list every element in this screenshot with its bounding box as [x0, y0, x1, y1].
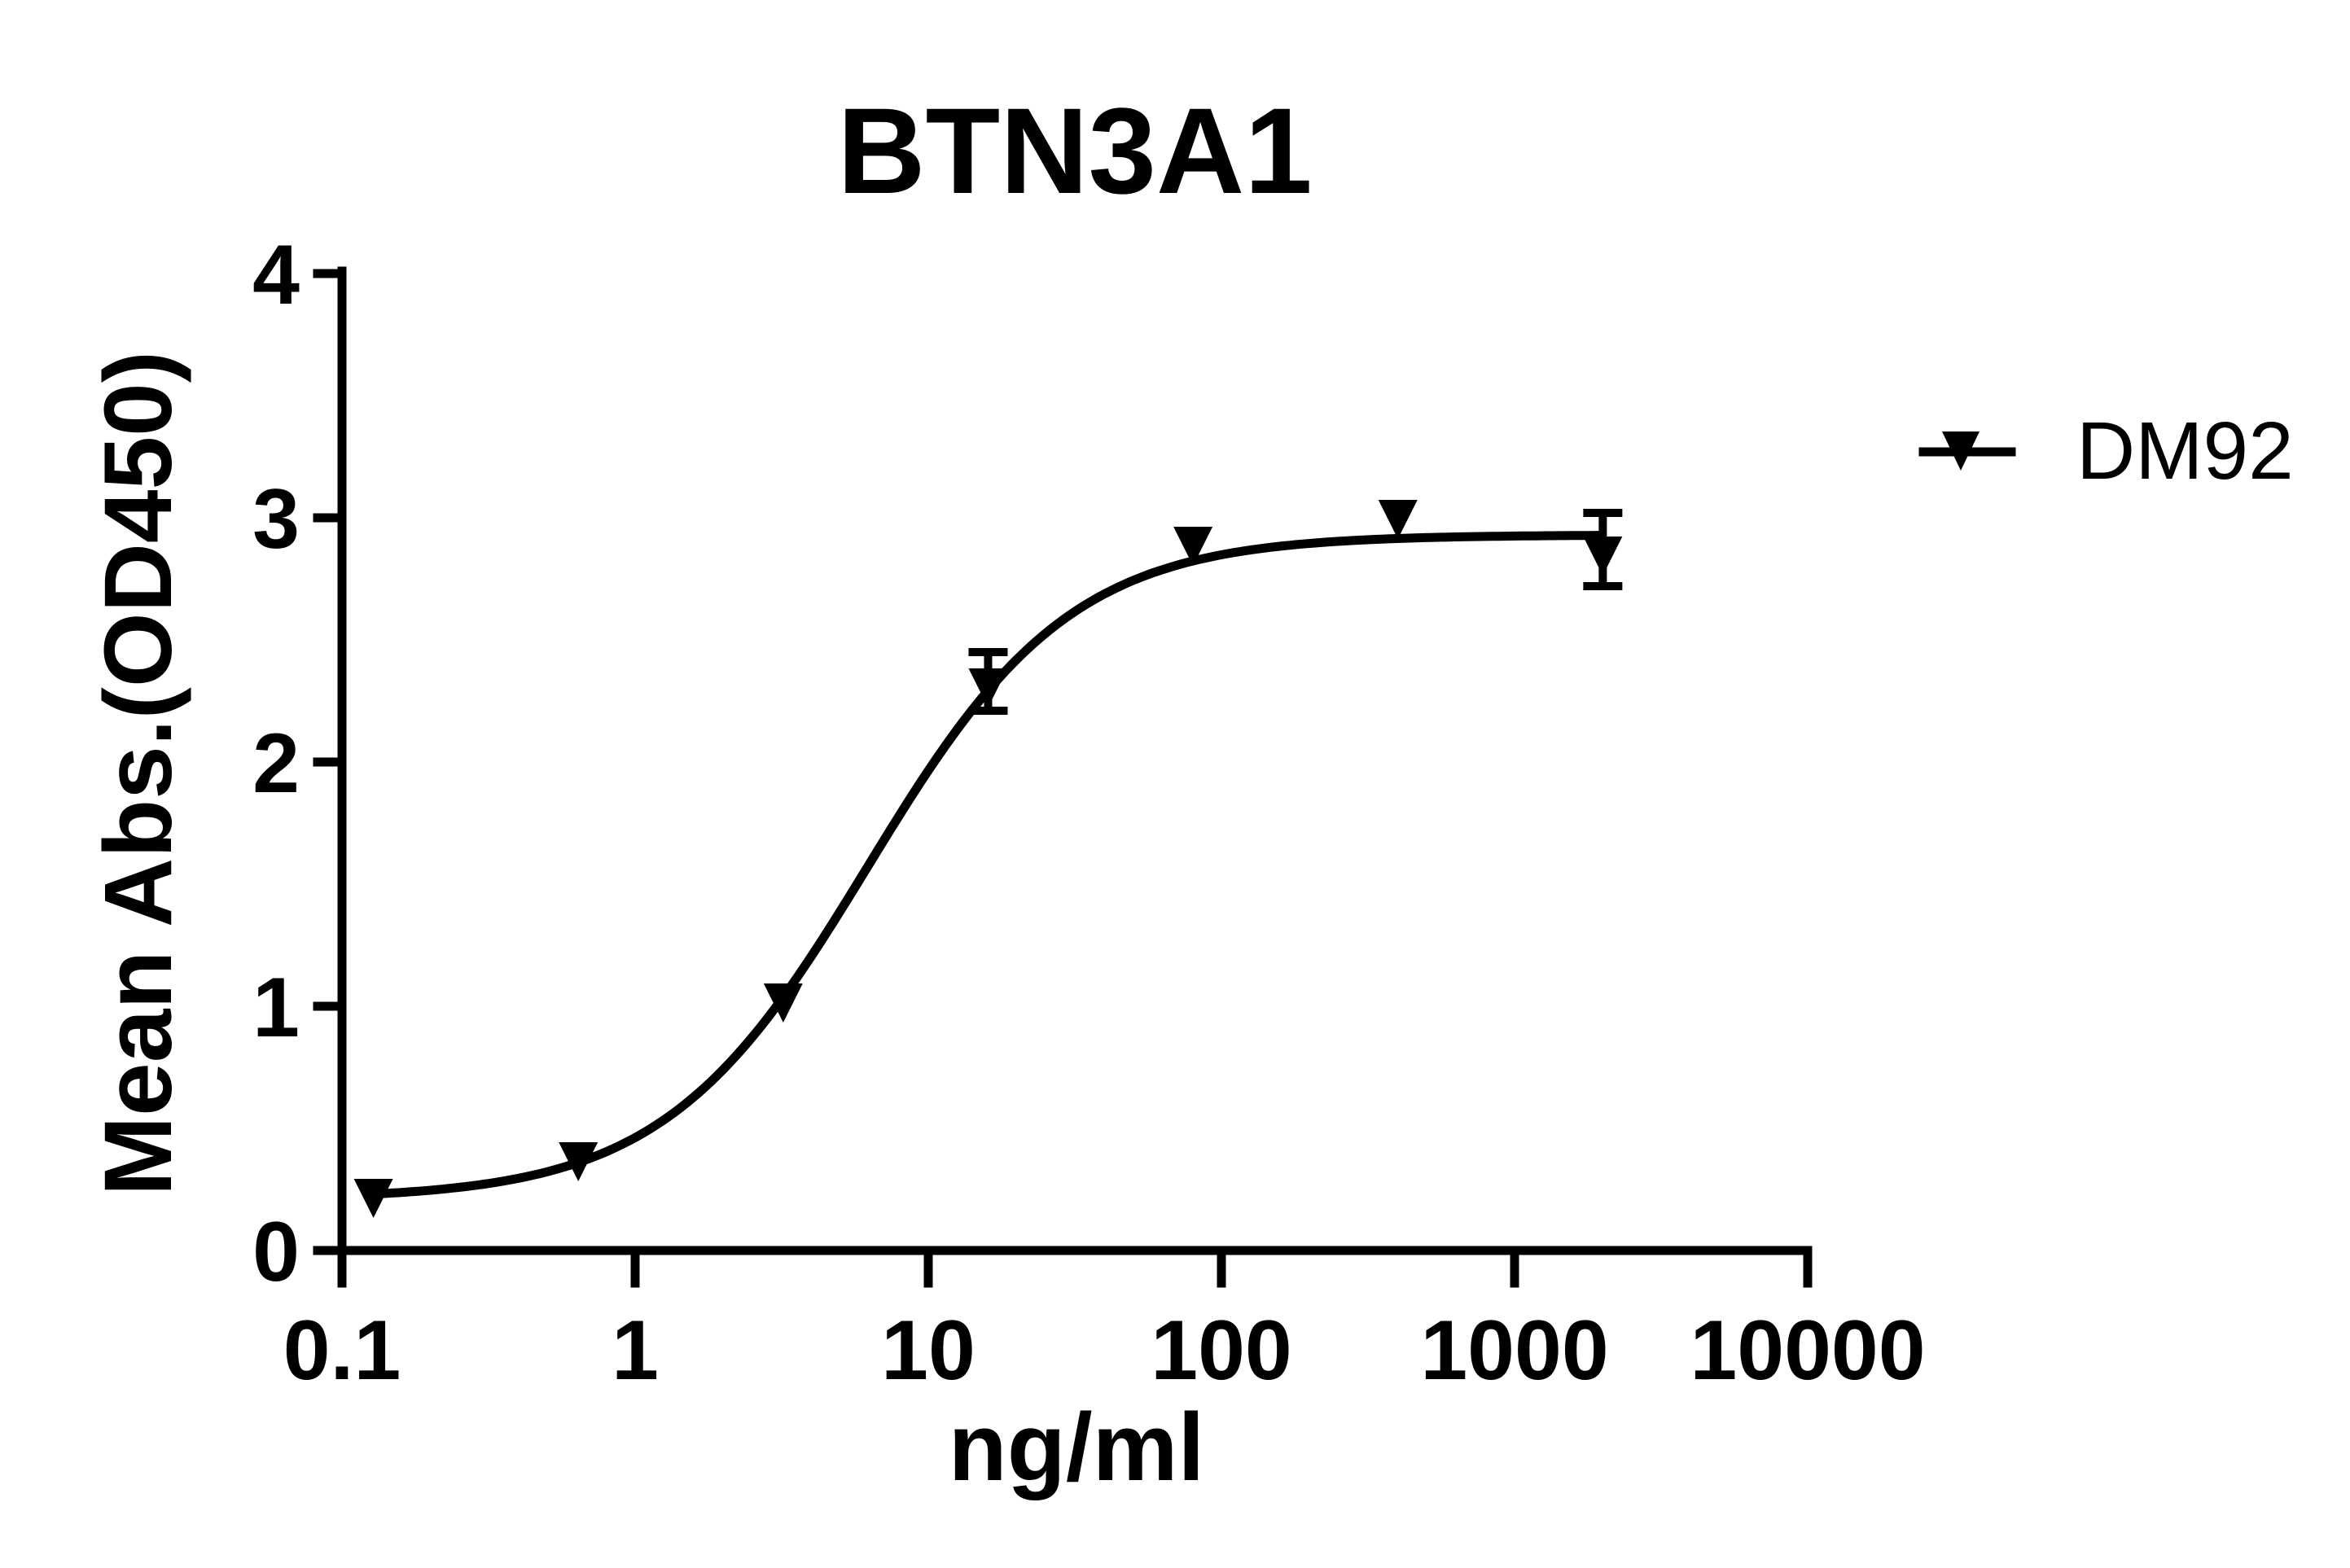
- data-point-down-triangle-icon: [1583, 537, 1623, 576]
- fit-curve: [373, 531, 1603, 1199]
- plot-area: 0 1 2 3 4 0.1 1 10 100 1000 10000: [252, 228, 1925, 1398]
- y-tick-label: 1: [252, 961, 300, 1055]
- data-point-down-triangle-icon: [1173, 527, 1213, 566]
- x-tick-label: 1: [612, 1303, 659, 1398]
- data-point-down-triangle-icon: [559, 1142, 598, 1181]
- legend-label-dm92: DM92: [2076, 405, 2294, 497]
- x-tick-label: 10: [881, 1303, 976, 1398]
- x-tick-label: 1000: [1420, 1303, 1608, 1398]
- chart-title: BTN3A1: [837, 82, 1312, 219]
- y-tick-label: 0: [252, 1205, 300, 1299]
- x-tick-label: 100: [1151, 1303, 1292, 1398]
- data-point-down-triangle-icon: [353, 1179, 393, 1218]
- legend-down-triangle-icon: [1942, 431, 1980, 471]
- y-axis-label: Mean Abs.(OD450): [85, 351, 192, 1196]
- y-tick-label: 4: [252, 228, 300, 322]
- x-tick-label: 10000: [1690, 1303, 1925, 1398]
- data-point-down-triangle-icon: [1378, 500, 1418, 539]
- data-point-down-triangle-icon: [763, 983, 803, 1023]
- legend: DM92: [1918, 405, 2294, 497]
- data-point-down-triangle-icon: [968, 668, 1008, 707]
- x-axis-label: ng/ml: [949, 1394, 1205, 1501]
- y-tick-label: 2: [252, 716, 300, 811]
- x-tick-label: 0.1: [283, 1303, 401, 1398]
- y-tick-label: 3: [252, 472, 300, 567]
